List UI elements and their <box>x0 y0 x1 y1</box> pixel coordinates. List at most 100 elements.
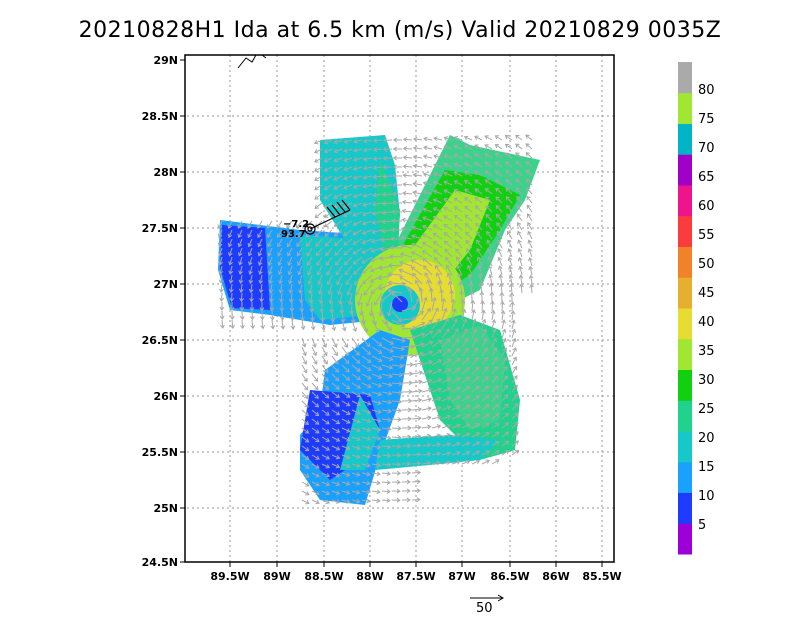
wind-vector-head <box>525 134 530 139</box>
wind-vector-head <box>356 367 361 372</box>
wind-vector <box>220 274 223 283</box>
wind-vector <box>353 202 363 207</box>
wind-vector-head <box>321 326 326 331</box>
wind-vector-head <box>505 196 511 201</box>
wind-vector-head <box>391 209 396 215</box>
wind-vector-head <box>419 351 425 357</box>
wind-vector-head <box>507 256 513 262</box>
wind-vector <box>441 406 451 411</box>
wind-vector-head <box>446 358 452 363</box>
wind-vector-head <box>495 178 500 184</box>
wind-vector-head <box>373 138 378 144</box>
wind-vector-head <box>446 338 451 343</box>
wind-vector <box>311 472 320 478</box>
wind-vector-head <box>238 270 244 275</box>
wind-vector <box>331 427 340 433</box>
wind-vector-head <box>303 386 309 391</box>
wind-vector-head <box>498 282 504 288</box>
wind-vector-head <box>296 252 302 257</box>
wind-vector <box>505 187 513 195</box>
wind-vector-head <box>323 139 329 145</box>
wind-vector-head <box>353 138 358 144</box>
wind-vector <box>363 139 373 142</box>
wind-vector-head <box>389 245 395 251</box>
wind-vector-head <box>356 472 361 477</box>
wind-vector <box>334 220 343 227</box>
wind-vector-head <box>290 316 295 322</box>
wind-vector <box>334 211 343 218</box>
wind-vector <box>250 283 253 293</box>
wind-vector-head <box>432 207 438 212</box>
wind-vector <box>287 238 293 247</box>
wind-vector <box>361 499 370 502</box>
wind-vector-head <box>512 347 517 352</box>
wind-vector-head <box>346 402 351 407</box>
wind-vector-head <box>517 239 522 244</box>
wind-vector <box>247 220 253 229</box>
wind-vector-head <box>317 280 322 286</box>
wind-vector <box>431 359 442 366</box>
wind-vector-head <box>406 488 411 494</box>
wind-vector <box>219 247 223 256</box>
wind-vector-head <box>465 395 471 400</box>
wind-vector-head <box>249 307 255 312</box>
wind-vector-head <box>415 298 420 303</box>
wind-vector <box>326 265 333 276</box>
wind-vector <box>371 382 382 387</box>
wind-vector <box>361 256 373 264</box>
colorbar-swatch <box>678 492 692 524</box>
wind-vector <box>421 351 433 357</box>
wind-vector-head <box>392 155 397 161</box>
wind-vector <box>421 462 431 465</box>
wind-vector-head <box>343 222 348 227</box>
wind-vector <box>471 309 475 321</box>
wind-vector <box>355 283 363 296</box>
wind-vector-head <box>382 192 387 197</box>
wind-vector <box>441 328 450 339</box>
wind-vector <box>411 481 421 483</box>
wind-vector <box>290 292 293 303</box>
wind-vector-head <box>410 259 416 264</box>
wind-vector-head <box>383 320 389 325</box>
wind-vector-head <box>485 432 490 437</box>
wind-vector <box>371 355 382 362</box>
wind-vector-head <box>410 251 416 256</box>
wind-vector <box>378 283 393 290</box>
wind-vector-head <box>485 205 490 210</box>
wind-vector-head <box>457 272 462 278</box>
wind-vector <box>411 499 420 501</box>
wind-vector-head <box>453 318 458 323</box>
wind-vector-head <box>422 198 427 204</box>
wind-vector <box>422 233 433 240</box>
wind-vector-head <box>502 337 507 343</box>
wind-vector-head <box>305 482 310 487</box>
wind-vector-head <box>341 327 347 332</box>
wind-vector-head <box>352 166 358 171</box>
wind-vector <box>373 184 383 187</box>
wind-vector-head <box>506 230 512 236</box>
wind-vector-head <box>418 287 424 292</box>
wind-vector <box>343 238 353 246</box>
wind-vector-head <box>504 440 510 445</box>
wind-vector <box>343 229 353 236</box>
wind-vector <box>496 213 503 222</box>
wind-vector-head <box>396 479 401 485</box>
wind-vector <box>228 238 233 247</box>
wind-vector <box>465 231 473 240</box>
wind-vector <box>491 301 494 312</box>
wind-vector <box>361 481 370 485</box>
wind-vector <box>324 220 333 228</box>
wind-vector-head <box>525 169 531 174</box>
wind-vector-head <box>407 287 413 292</box>
wind-vector <box>471 404 480 411</box>
wind-vector-head <box>260 324 266 330</box>
wind-vector-head <box>407 443 412 449</box>
wind-vector-head <box>397 408 402 413</box>
wind-vector-head <box>396 488 401 494</box>
wind-vector-head <box>423 136 428 142</box>
wind-vector-head <box>308 289 313 295</box>
wind-vector-head <box>506 222 511 227</box>
wind-vector <box>391 346 405 350</box>
colorbar-label: 70 <box>698 141 715 156</box>
wind-vector-head <box>433 154 438 159</box>
